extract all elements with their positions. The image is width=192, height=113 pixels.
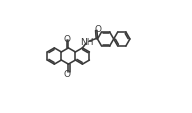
- Text: NH: NH: [80, 38, 94, 47]
- Text: O: O: [94, 25, 102, 34]
- Text: O: O: [63, 35, 70, 44]
- Text: O: O: [63, 69, 70, 78]
